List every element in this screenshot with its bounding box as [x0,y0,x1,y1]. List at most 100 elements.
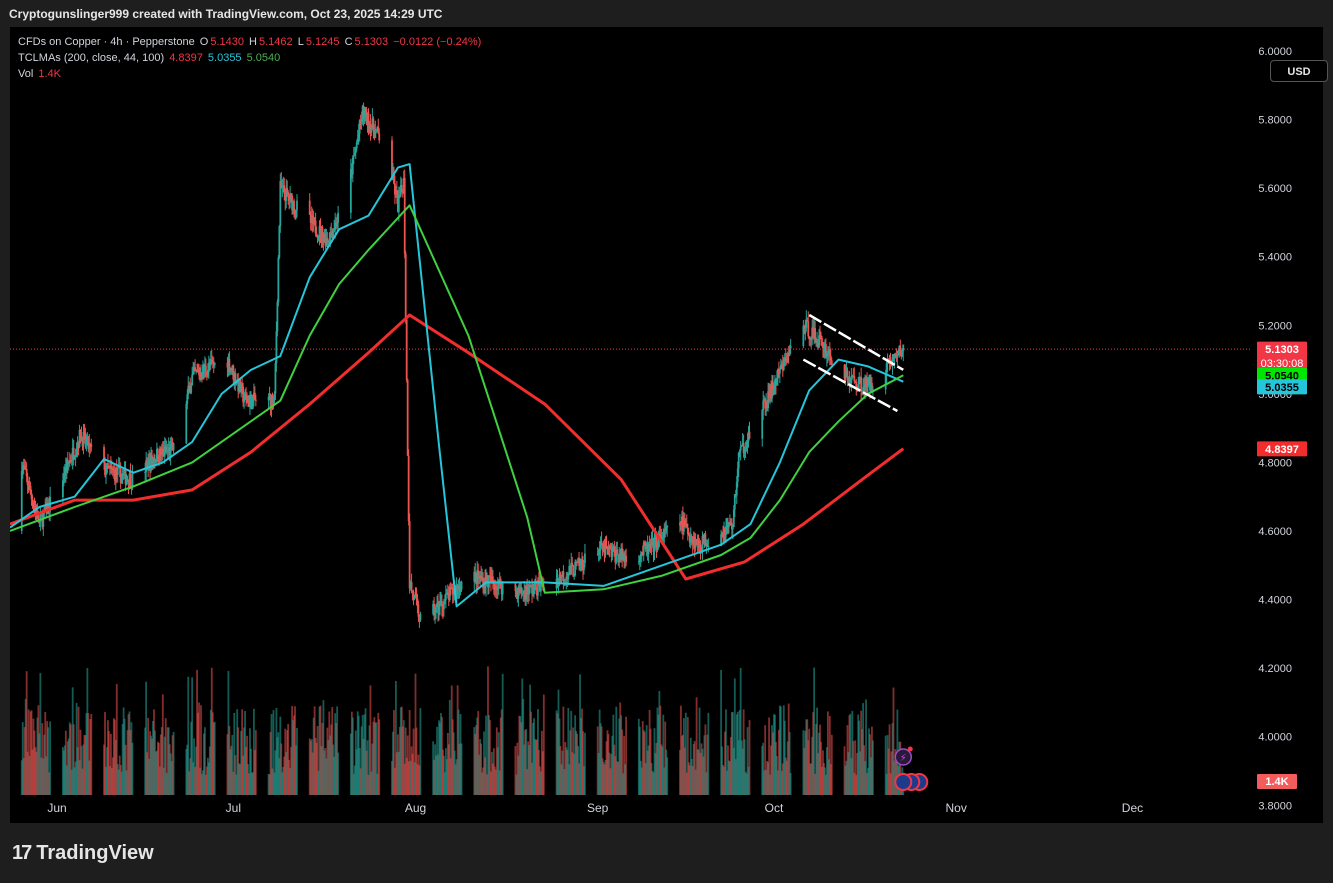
volume-bar [322,700,325,795]
candle-body [867,385,869,388]
candle-body [862,387,865,392]
candle-body [868,379,870,386]
volume-bar [67,738,70,795]
candle-body [809,339,812,341]
volume-bar [854,740,857,795]
candle-body [149,458,151,471]
volume-bar [206,757,209,795]
volume-bar [517,755,520,795]
candle-body [20,470,23,531]
price-chart[interactable]: 6.00005.80005.60005.40005.20005.00004.80… [10,27,1323,823]
candle-body [563,579,566,582]
volume-bar [363,714,366,795]
volume-bar [374,722,377,795]
candle-body [105,472,107,475]
candle-body [187,385,190,395]
candle-body [395,190,397,195]
volume-bar [728,760,730,795]
volume-bar [807,740,810,795]
volume-bar [579,674,581,795]
candle-body [311,215,314,224]
volume-bar [80,746,83,795]
chart-panel[interactable]: 6.0000 5.8000 5.6000 5.4000 5.2000 5.0000 4.80… [10,27,1328,823]
candle-body [378,133,381,141]
candle-body [529,585,531,587]
volume-bar [202,770,204,795]
candle-body [24,468,27,470]
volume-bar [614,756,617,795]
volume-bar [203,733,205,795]
volume-bar [104,712,106,795]
volume-bar [110,767,113,795]
volume-bar [21,722,24,795]
volume-bar [282,767,285,795]
candle-body [416,598,419,605]
flag-line-1 [808,313,904,371]
candle-body [21,465,24,471]
volume-bar [473,727,476,795]
volume-bar [156,741,159,795]
candle-body [524,590,527,600]
candle-body [481,577,484,580]
indicator-name[interactable]: TCLMAs (200, close, 44, 100) [18,52,165,64]
candle-body [88,443,91,449]
candle-body [448,587,451,600]
volume-bar [416,764,419,795]
lightning-event-icon [894,748,913,766]
volume-bar [148,758,150,795]
volume-bar [702,756,705,795]
volume-bar [406,735,409,795]
volume-bar [476,717,479,795]
symbol-label[interactable]: CFDs on Copper · 4h · Pepperstone [18,36,195,48]
candle-body [210,359,213,362]
volume-bar [577,746,579,795]
candle-body [853,376,856,382]
candle-body [314,220,317,234]
y-tick-label: 4.0000 [1258,732,1292,744]
volume-bar [485,715,487,795]
candle-body [601,543,604,551]
ma-line-44 [10,163,904,608]
candle-body [884,374,887,390]
volume-bar [367,774,370,795]
volume-bar [149,731,151,795]
volume-bar [249,728,251,795]
volume-bar [565,747,568,795]
volume-bar [701,748,704,795]
volume-bar [769,774,771,795]
volume-bar [844,765,847,795]
volume-bar [23,727,26,795]
candle-body [228,358,231,372]
candle-body [407,455,410,522]
volume-bar [861,729,864,795]
candle-body [730,525,733,530]
volume-bar [620,715,623,795]
open-value: 5.1430 [210,36,244,48]
candle-body [211,361,214,363]
candle-body [728,523,730,528]
volume-bar [700,743,703,795]
candle-body [766,401,769,409]
volume-bar [147,717,150,795]
candle-body [520,587,523,595]
volume-bar [316,726,319,795]
candle-body [334,222,337,230]
volume-label[interactable]: Vol [18,68,34,80]
candle-body [291,195,293,211]
candle-body [681,516,683,525]
volume-bar [885,774,888,795]
candle-body [208,362,211,366]
volume-bar [289,768,292,795]
candle-body [328,240,331,243]
volume-bar [158,766,161,795]
candle-body [699,544,702,550]
volume-bar [486,774,488,795]
volume-bar [779,706,782,795]
candle-body [619,554,622,560]
candle-body [850,375,853,383]
currency-button[interactable]: USD [1270,60,1328,82]
candle-body [451,587,454,595]
candle-body [638,556,641,562]
volume-bar [891,723,894,795]
candle-body [367,112,370,130]
